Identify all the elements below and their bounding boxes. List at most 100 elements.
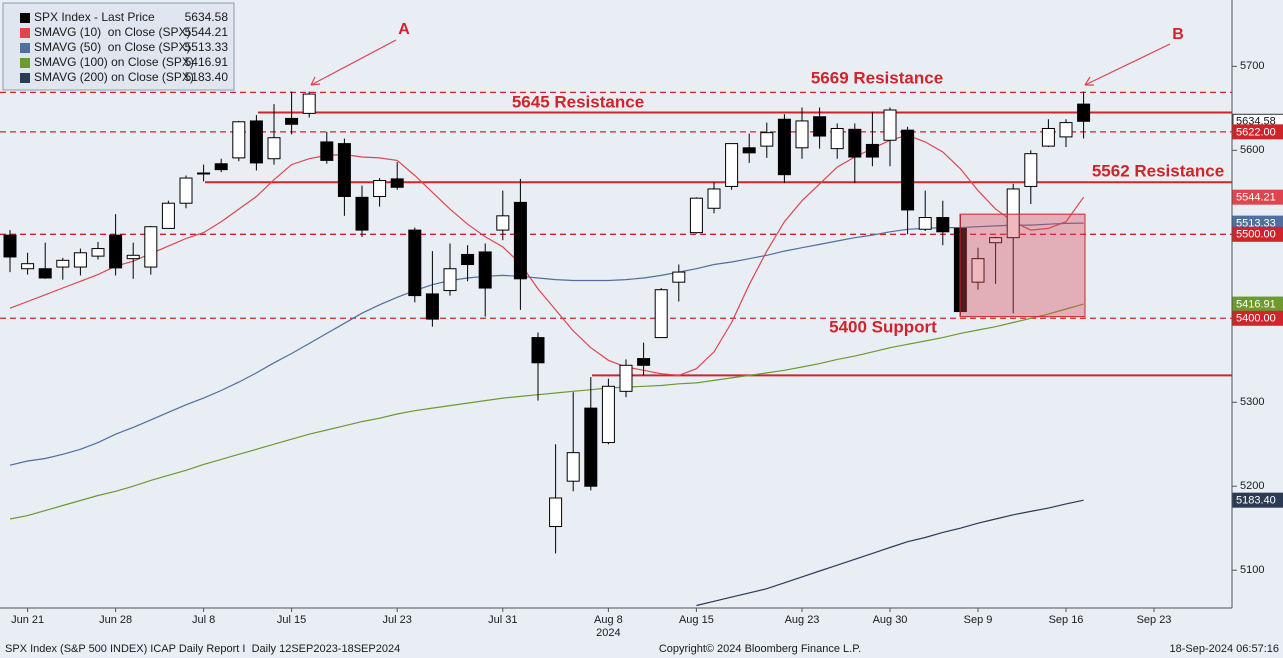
- legend-label: SMAVG (10) on Close (SPX): [34, 25, 191, 39]
- candle-body: [1059, 122, 1073, 138]
- candle-body: [566, 452, 580, 482]
- legend-value: 5416.91: [185, 55, 229, 69]
- candle-body: [707, 188, 721, 209]
- candle-body: [73, 252, 87, 268]
- candle-body: [637, 358, 651, 366]
- x-tick-label: Aug 23: [785, 614, 820, 626]
- candle-body: [689, 197, 703, 234]
- candle-body: [742, 147, 756, 154]
- arrow-head: [310, 76, 321, 86]
- candle-body: [302, 93, 316, 114]
- x-tick-label: Jun 28: [99, 614, 132, 626]
- footer-right: 18-Sep-2024 06:57:16: [1170, 643, 1279, 655]
- level-label: 5645 Resistance: [512, 92, 644, 111]
- legend-box: [2, 2, 235, 91]
- candle-body: [408, 229, 422, 297]
- price-tag: [1232, 310, 1283, 326]
- legend-swatch: [20, 58, 30, 68]
- y-tick-label: 5700: [1240, 60, 1264, 72]
- y-tick-label: 5300: [1240, 396, 1264, 408]
- annotation-a: A: [398, 21, 410, 38]
- candle-body: [355, 196, 369, 231]
- candle-body: [777, 118, 791, 176]
- arrow-head: [1084, 76, 1094, 86]
- candle-body: [285, 117, 299, 125]
- candle-body: [144, 226, 158, 268]
- x-tick-label: Jul 31: [488, 614, 517, 626]
- x-tick-label: Aug 15: [679, 614, 714, 626]
- candle-body: [901, 129, 915, 211]
- legend-value: 5544.21: [185, 25, 229, 39]
- legend-label: SMAVG (100) on Close (SPX): [34, 55, 194, 69]
- x-tick-label: Jul 8: [192, 614, 215, 626]
- x-tick-label: Jul 23: [383, 614, 412, 626]
- arrow: [310, 39, 397, 86]
- legend-swatch: [20, 43, 30, 53]
- candle-body: [1041, 127, 1055, 147]
- price-tag-label: 5500.00: [1236, 229, 1276, 241]
- candle-body: [865, 143, 879, 158]
- candle-body: [531, 337, 545, 364]
- price-tag-label: 5513.33: [1236, 218, 1276, 230]
- level-label: 5400 Support: [829, 317, 937, 336]
- candle-body: [549, 497, 563, 528]
- x-tick-label: Jun 21: [11, 614, 44, 626]
- candle-body: [425, 293, 439, 320]
- candle-body: [795, 120, 809, 149]
- arrow: [1084, 43, 1171, 86]
- candle-body: [513, 201, 527, 280]
- level-label: 5562 Resistance: [1092, 161, 1224, 180]
- candle-body: [725, 143, 739, 187]
- price-tag-label: 5544.21: [1236, 192, 1276, 204]
- candle-body: [654, 289, 668, 339]
- candle-body: [267, 137, 281, 160]
- candle-body: [1077, 103, 1091, 122]
- price-tag-label: 5183.40: [1236, 495, 1276, 507]
- price-tag: [1232, 189, 1283, 205]
- price-tags: 5634.585622.005544.215513.335500.005416.…: [1232, 113, 1283, 508]
- candle-body: [760, 132, 774, 147]
- price-tag-label: 5400.00: [1236, 313, 1276, 325]
- ma-line: [696, 499, 1084, 607]
- x-tick-label: Sep 16: [1049, 614, 1084, 626]
- legend-label: SMAVG (200) on Close (SPX): [34, 70, 194, 84]
- legend-value: 5634.58: [185, 10, 229, 24]
- ma-line: [9, 303, 1084, 520]
- annotation-b: B: [1172, 26, 1184, 43]
- ma-line: [9, 222, 1084, 466]
- candle-body: [971, 258, 985, 283]
- candle-body: [496, 215, 510, 231]
- candle-body: [848, 128, 862, 158]
- candle-body: [214, 163, 228, 171]
- y-tick-label: 5600: [1240, 144, 1264, 156]
- candle-body: [672, 271, 686, 283]
- year-label: 2024: [596, 627, 620, 639]
- candle-body: [619, 364, 633, 392]
- footer-center: Copyright© 2024 Bloomberg Finance L.P.: [659, 643, 861, 655]
- level-label: 5669 Resistance: [811, 68, 943, 87]
- candle-body: [830, 127, 844, 150]
- x-tick-label: Sep 9: [964, 614, 993, 626]
- legend-value: 5513.33: [185, 40, 229, 54]
- candle-body: [91, 248, 105, 257]
- candle-body: [601, 385, 615, 444]
- legend-label: SPX Index - Last Price: [34, 10, 155, 24]
- candle-body: [813, 116, 827, 137]
- candle-body: [3, 234, 17, 258]
- candle-body: [1006, 188, 1020, 239]
- candle-body: [1024, 153, 1038, 187]
- plot-area: [0, 91, 1232, 607]
- candle-body: [584, 407, 598, 487]
- legend-swatch: [20, 13, 30, 23]
- candle-body: [390, 178, 404, 188]
- y-tick-label: 5100: [1240, 564, 1264, 576]
- candle-body: [918, 217, 932, 230]
- x-tick-label: Sep 23: [1137, 614, 1172, 626]
- candle-body: [179, 177, 193, 204]
- candle-body: [232, 121, 246, 159]
- x-tick-label: Aug 8: [594, 614, 623, 626]
- candle-body: [337, 143, 351, 198]
- candle-body: [883, 109, 897, 141]
